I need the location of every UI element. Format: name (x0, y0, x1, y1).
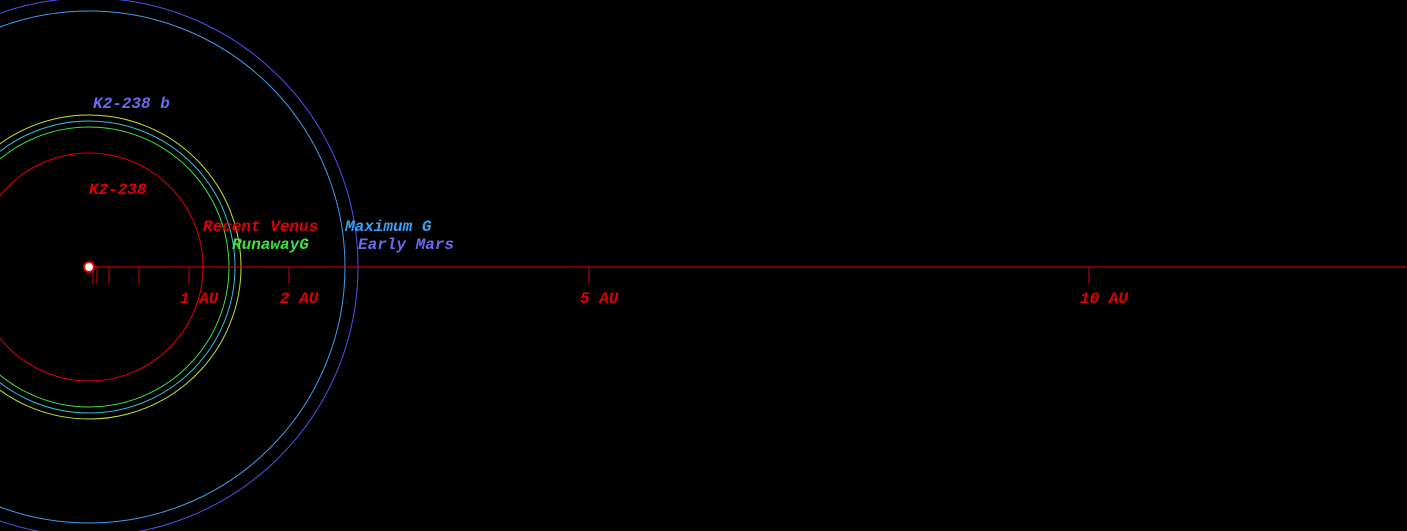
scale-label: 2 AU (280, 290, 319, 308)
star-label: K2-238 (89, 181, 147, 199)
scale-label: 1 AU (180, 290, 219, 308)
scale-axis (89, 266, 1407, 284)
planet-label: K2-238 b (93, 95, 170, 113)
scale-labels: 1 AU 2 AU 5 AU 10 AU (180, 290, 1128, 308)
scale-label: 5 AU (580, 290, 619, 308)
runaway-greenhouse-label: RunawayG (232, 236, 309, 254)
early-mars-label: Early Mars (358, 236, 454, 254)
maximum-greenhouse-label: Maximum G (344, 218, 432, 236)
recent-venus-label: Recent Venus (203, 218, 318, 236)
scale-label: 10 AU (1080, 290, 1128, 308)
star-marker (83, 261, 95, 273)
